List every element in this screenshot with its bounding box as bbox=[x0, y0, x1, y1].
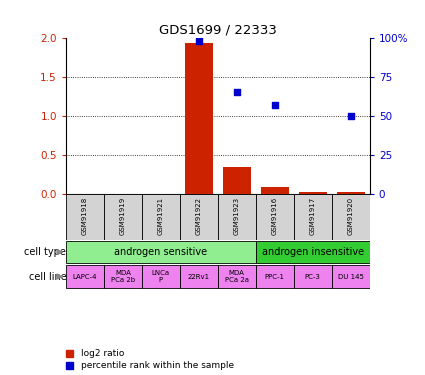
Text: GSM91923: GSM91923 bbox=[234, 197, 240, 235]
Bar bbox=[218, 266, 255, 288]
Point bbox=[233, 89, 240, 95]
Point bbox=[347, 112, 354, 118]
Bar bbox=[294, 266, 332, 288]
Text: MDA
PCa 2a: MDA PCa 2a bbox=[225, 270, 249, 283]
Bar bbox=[256, 266, 294, 288]
Bar bbox=[337, 192, 365, 194]
Bar bbox=[332, 194, 370, 240]
Text: GSM91918: GSM91918 bbox=[82, 197, 88, 235]
Bar bbox=[142, 266, 180, 288]
Text: GSM91917: GSM91917 bbox=[310, 197, 316, 235]
Point bbox=[272, 102, 278, 108]
Point bbox=[196, 38, 202, 44]
Text: GSM91919: GSM91919 bbox=[120, 197, 126, 235]
Bar bbox=[180, 194, 218, 240]
Text: GSM91922: GSM91922 bbox=[196, 197, 202, 235]
Text: GSM91921: GSM91921 bbox=[158, 197, 164, 235]
Title: GDS1699 / 22333: GDS1699 / 22333 bbox=[159, 23, 277, 36]
Text: 22Rv1: 22Rv1 bbox=[188, 273, 210, 279]
Text: PPC-1: PPC-1 bbox=[265, 273, 285, 279]
Bar bbox=[261, 188, 289, 194]
Text: androgen insensitive: androgen insensitive bbox=[262, 247, 364, 257]
Text: cell line: cell line bbox=[28, 272, 66, 282]
Bar bbox=[294, 194, 332, 240]
Text: MDA
PCa 2b: MDA PCa 2b bbox=[111, 270, 135, 283]
Legend: log2 ratio, percentile rank within the sample: log2 ratio, percentile rank within the s… bbox=[66, 350, 234, 370]
Text: LNCa
P: LNCa P bbox=[152, 270, 170, 283]
Text: cell type: cell type bbox=[24, 247, 66, 257]
Bar bbox=[104, 266, 142, 288]
Text: androgen sensitive: androgen sensitive bbox=[114, 247, 207, 257]
Text: PC-3: PC-3 bbox=[305, 273, 321, 279]
Text: GSM91920: GSM91920 bbox=[348, 197, 354, 235]
Bar bbox=[180, 266, 218, 288]
Text: GSM91916: GSM91916 bbox=[272, 197, 278, 235]
Bar bbox=[104, 194, 142, 240]
Bar bbox=[66, 241, 255, 263]
Text: LAPC-4: LAPC-4 bbox=[73, 273, 97, 279]
Bar bbox=[256, 194, 294, 240]
Bar bbox=[298, 192, 327, 194]
Bar bbox=[218, 194, 255, 240]
Bar bbox=[256, 241, 370, 263]
Text: DU 145: DU 145 bbox=[338, 273, 364, 279]
Bar bbox=[223, 167, 251, 194]
Bar bbox=[142, 194, 180, 240]
Bar bbox=[66, 266, 104, 288]
Bar bbox=[184, 43, 213, 194]
Bar bbox=[66, 194, 104, 240]
Bar bbox=[332, 266, 370, 288]
